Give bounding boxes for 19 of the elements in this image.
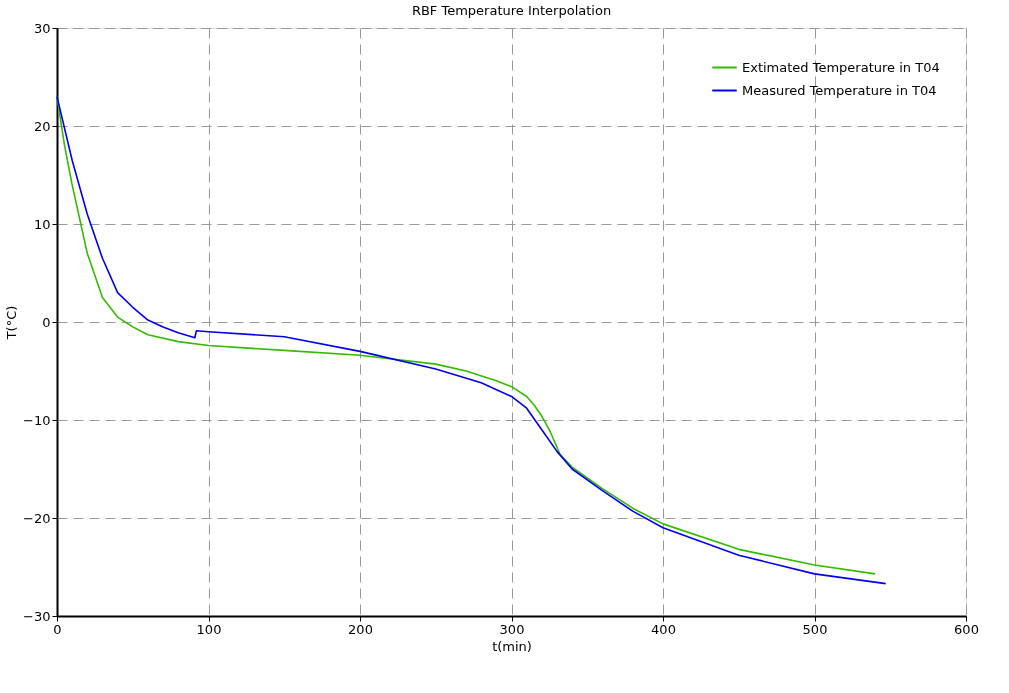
legend-label: Measured Temperature in T04 (742, 82, 937, 98)
x-tick-label: 500 (802, 621, 828, 637)
y-tick-label: 20 (33, 118, 51, 134)
x-tick-label: 300 (499, 621, 525, 637)
x-axis-title: t(min) (492, 638, 532, 654)
x-tick-label: 0 (53, 621, 62, 637)
x-tick-label: 600 (954, 621, 979, 637)
y-tick-label: −30 (23, 608, 51, 624)
y-tick-label: 10 (33, 216, 51, 232)
x-tick-label: 100 (196, 621, 222, 637)
y-tick-label: 30 (33, 20, 51, 36)
x-tick-label: 200 (348, 621, 373, 637)
x-tick-label: 400 (651, 621, 676, 637)
y-axis-title: T(°C) (4, 305, 20, 341)
legend-label: Extimated Temperature in T04 (742, 59, 940, 75)
y-tick-label: 0 (42, 314, 51, 330)
y-tick-label: −20 (23, 510, 51, 526)
y-tick-label: −10 (23, 412, 51, 428)
chart-title: RBF Temperature Interpolation (411, 3, 612, 18)
